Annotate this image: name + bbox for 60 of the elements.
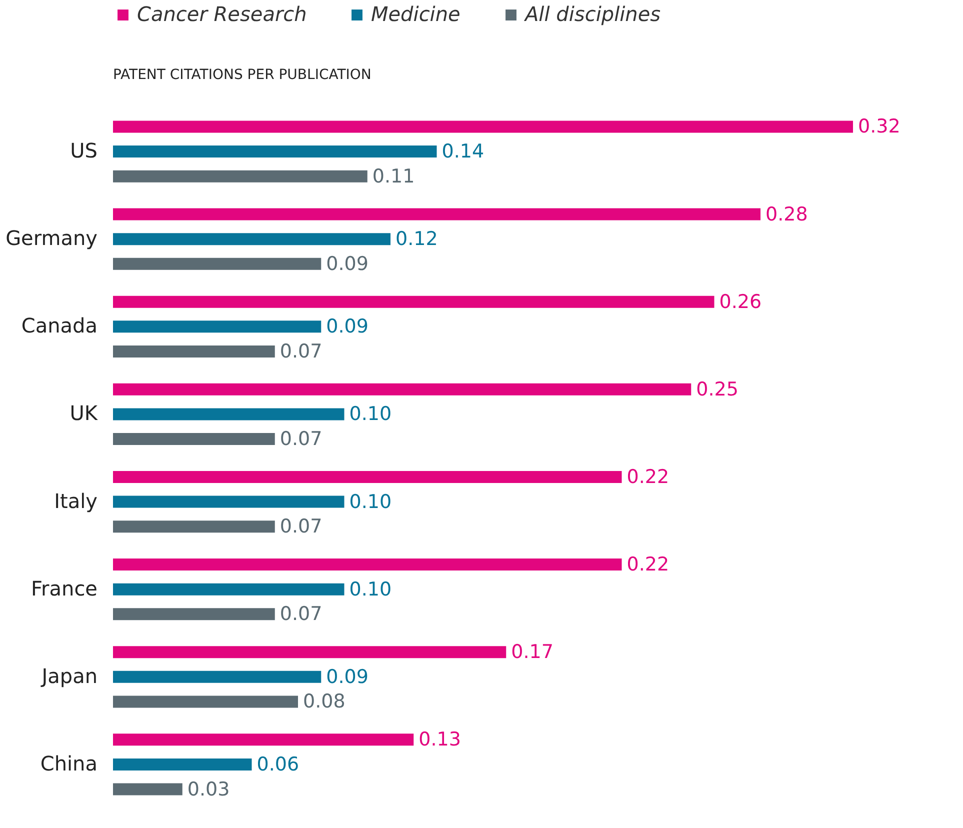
y-tick-label: Germany [6, 226, 98, 250]
bar [113, 408, 344, 420]
legend-label: All disciplines [523, 2, 661, 26]
data-label: 0.03 [187, 778, 230, 800]
bar [113, 233, 390, 246]
data-label: 0.25 [696, 378, 738, 400]
data-label: 0.07 [280, 516, 322, 538]
y-tick-label: US [70, 138, 98, 163]
chart-title: PATENT CITATIONS PER PUBLICATION [113, 67, 372, 83]
y-tick-label: Japan [40, 664, 98, 688]
bar [113, 258, 322, 270]
bar [113, 608, 275, 620]
data-label: 0.10 [349, 403, 392, 426]
data-label: 0.07 [280, 428, 322, 450]
bar [113, 470, 622, 483]
data-label: 0.07 [280, 340, 322, 362]
bar [113, 496, 344, 508]
data-label: 0.08 [303, 690, 346, 713]
bar [113, 734, 414, 746]
data-label: 0.22 [626, 466, 670, 488]
data-label: 0.28 [766, 203, 808, 226]
y-tick-label: France [30, 576, 98, 600]
bar [113, 583, 344, 596]
data-label: 0.22 [626, 554, 670, 576]
bar [113, 296, 714, 308]
bar [113, 758, 252, 770]
y-tick-label: China [40, 751, 98, 776]
y-tick-label: Italy [54, 488, 98, 513]
data-label: 0.11 [372, 165, 415, 188]
data-label: 0.14 [442, 140, 484, 163]
bar [113, 783, 182, 796]
data-label: 0.12 [396, 228, 438, 250]
data-label: 0.09 [326, 252, 368, 275]
data-label: 0.09 [326, 666, 368, 688]
bar [113, 345, 275, 358]
bar [113, 320, 322, 333]
data-label: 0.09 [326, 316, 368, 338]
bar [113, 520, 275, 533]
y-tick-label: UK [70, 401, 98, 426]
data-label: 0.32 [858, 116, 900, 138]
data-label: 0.06 [256, 753, 300, 776]
data-label: 0.26 [719, 290, 762, 313]
data-label: 0.10 [349, 490, 392, 513]
bar [113, 120, 853, 133]
y-tick-label: Canada [21, 314, 98, 338]
data-label: 0.10 [349, 578, 392, 600]
data-label: 0.13 [418, 728, 461, 751]
bar [113, 208, 760, 220]
bar [113, 146, 437, 158]
bar [113, 170, 368, 182]
bar [113, 558, 622, 571]
bar [113, 670, 322, 683]
bar [113, 646, 506, 658]
bar [113, 696, 298, 708]
data-label: 0.07 [280, 603, 322, 626]
bar [113, 383, 692, 396]
data-label: 0.17 [511, 641, 554, 664]
bar [113, 433, 275, 446]
legend-label: Cancer Research [137, 2, 307, 26]
legend-label: Medicine [371, 2, 460, 26]
